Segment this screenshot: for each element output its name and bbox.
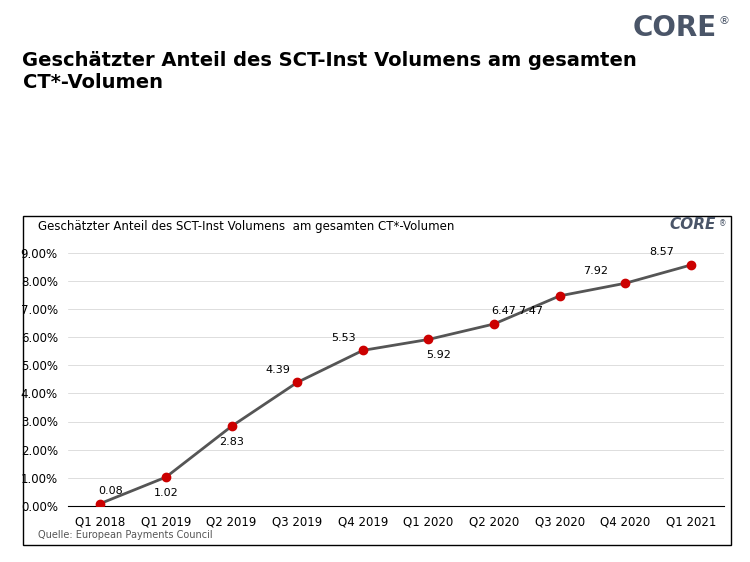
Text: 4.39: 4.39 [265, 365, 290, 375]
Text: 7.47: 7.47 [518, 306, 543, 316]
Text: 0.08: 0.08 [98, 486, 122, 496]
Text: 1.02: 1.02 [154, 488, 178, 497]
Text: 2.83: 2.83 [219, 437, 244, 447]
Text: Geschätzter Anteil des SCT-Inst Volumens am gesamten
CT*-Volumen: Geschätzter Anteil des SCT-Inst Volumens… [22, 51, 638, 92]
Text: Quelle: European Payments Council: Quelle: European Payments Council [38, 529, 212, 540]
Text: CORE: CORE [632, 14, 716, 42]
Text: ®: ® [718, 16, 730, 26]
Text: 6.47: 6.47 [491, 306, 516, 316]
Text: 8.57: 8.57 [649, 247, 674, 257]
Text: CORE: CORE [670, 217, 716, 233]
Text: ®: ® [718, 219, 726, 228]
Text: Geschätzter Anteil des SCT-Inst Volumens  am gesamten CT*-Volumen: Geschätzter Anteil des SCT-Inst Volumens… [38, 220, 454, 233]
Text: 7.92: 7.92 [584, 266, 608, 275]
Text: 5.53: 5.53 [331, 333, 356, 343]
Text: 5.92: 5.92 [426, 350, 451, 360]
